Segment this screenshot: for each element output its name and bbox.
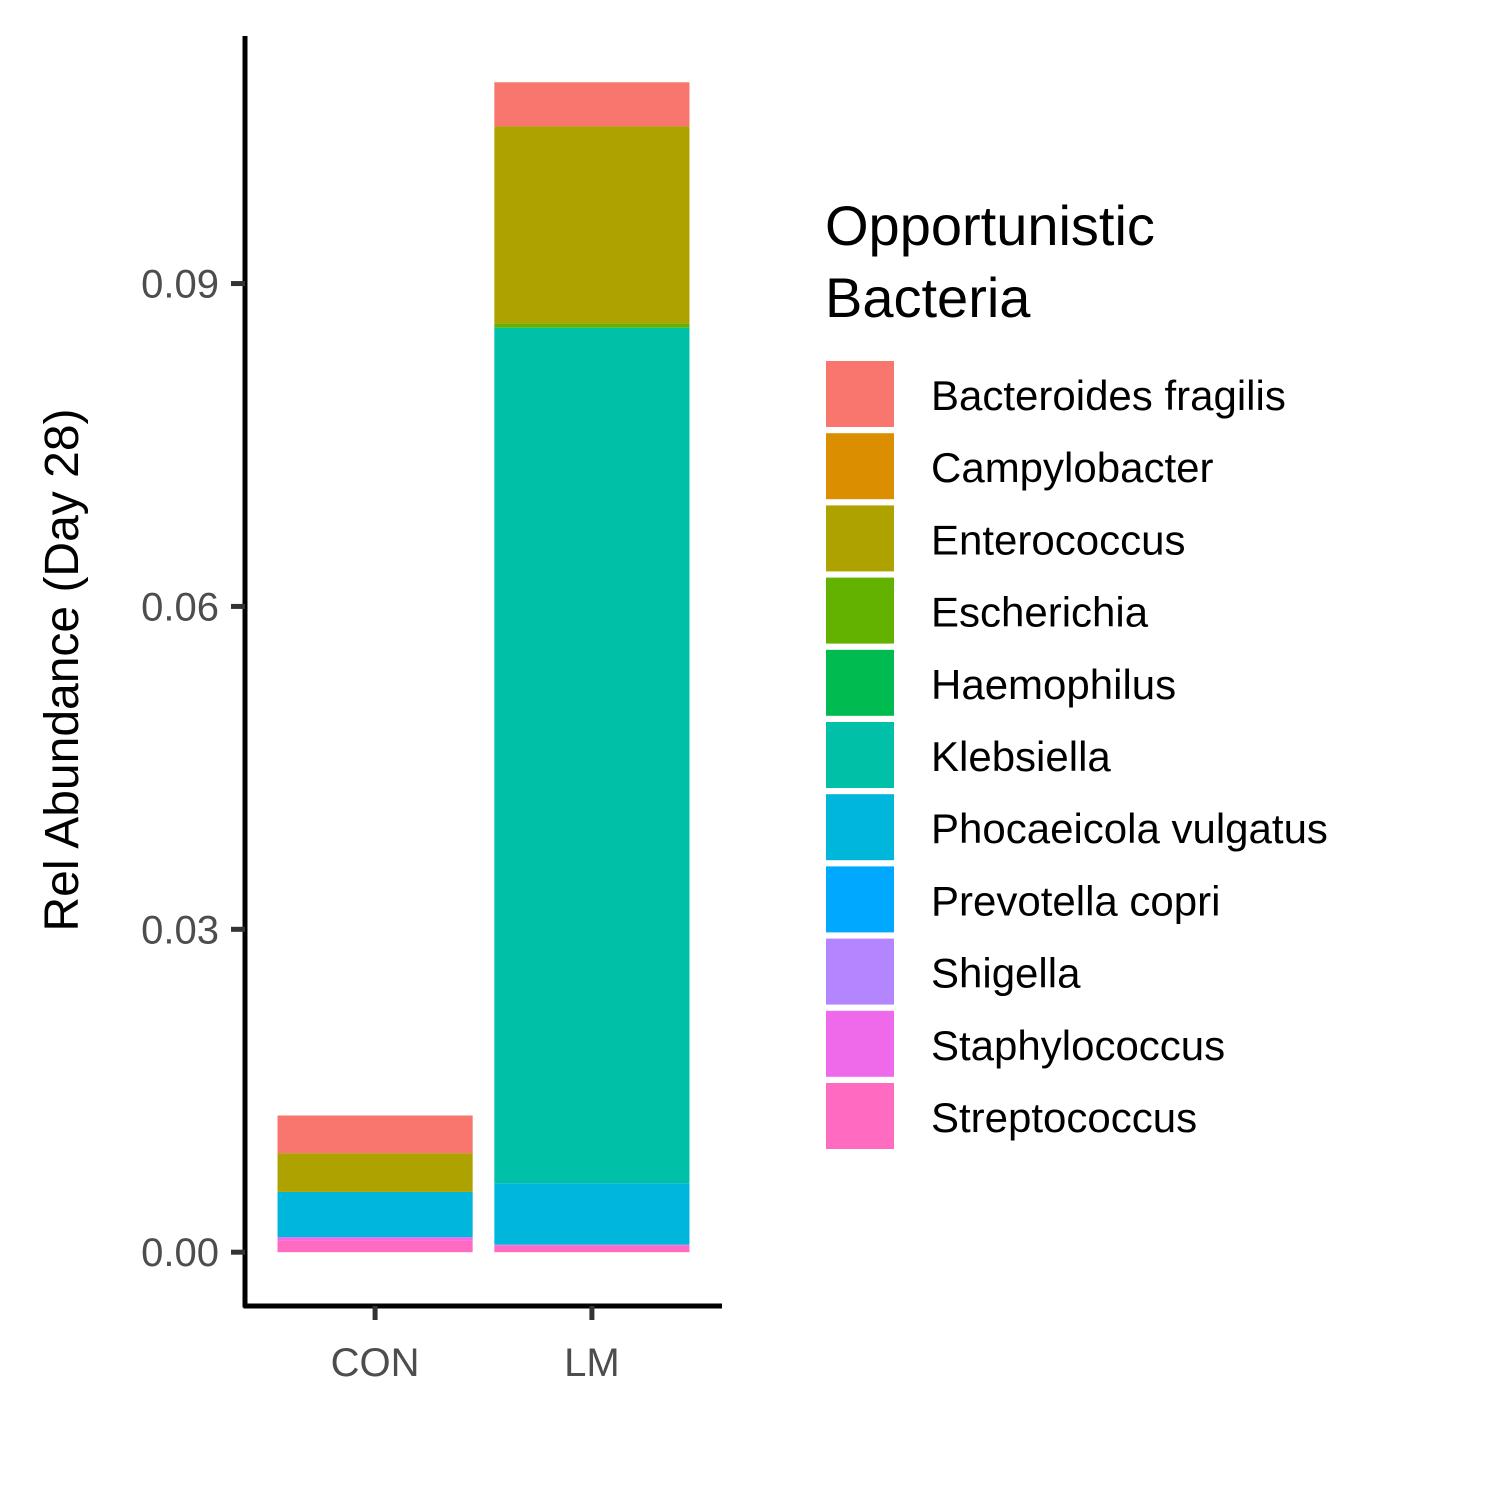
bar-lm-bacteroides-fragilis <box>494 82 690 127</box>
bar-lm-phocaeicola-vulgatus <box>494 1183 690 1245</box>
bar-lm-streptococcus <box>494 1245 690 1253</box>
bar-segments <box>277 82 690 1253</box>
legend-label-campylobacter: Campylobacter <box>931 444 1213 491</box>
legend-label-haemophilus: Haemophilus <box>931 661 1176 708</box>
bar-con-bacteroides-fragilis <box>277 1115 473 1154</box>
legend: Opportunistic Bacteria Bacteroides fragili… <box>825 194 1328 1149</box>
legend-swatch-bacteroides-fragilis <box>826 361 894 427</box>
legend-label-prevotella-copri: Prevotella copri <box>931 877 1220 924</box>
bar-con-streptococcus <box>277 1240 473 1253</box>
bar-con-staphylococcus <box>277 1237 473 1241</box>
legend-swatch-prevotella-copri <box>826 866 894 933</box>
y-axis-title: Rel Abundance (Day 28) <box>36 409 89 932</box>
legend-title: Bacteria <box>825 266 1031 329</box>
legend-swatch-haemophilus <box>826 649 894 716</box>
legend-title: Opportunistic <box>825 194 1155 257</box>
legend-label-streptococcus: Streptococcus <box>931 1094 1197 1141</box>
legend-swatch-phocaeicola-vulgatus <box>826 794 894 861</box>
bar-con-phocaeicola-vulgatus <box>277 1191 473 1238</box>
y-tick-label: 0.06 <box>141 585 219 629</box>
bar-con-enterococcus <box>277 1153 473 1192</box>
legend-swatch-shigella <box>826 938 894 1005</box>
x-tick-label-lm: LM <box>564 1341 620 1385</box>
legend-label-staphylococcus: Staphylococcus <box>931 1022 1225 1069</box>
legend-label-shigella: Shigella <box>931 950 1081 997</box>
legend-swatch-campylobacter <box>826 433 894 500</box>
legend-swatch-klebsiella <box>826 722 894 788</box>
legend-swatch-enterococcus <box>826 505 894 572</box>
legend-label-klebsiella: Klebsiella <box>931 733 1111 780</box>
legend-swatch-streptococcus <box>826 1083 894 1149</box>
legend-label-escherichia: Escherichia <box>931 589 1149 636</box>
bar-lm-escherichia <box>494 323 690 328</box>
legend-swatch-staphylococcus <box>826 1010 894 1077</box>
legend-label-bacteroides-fragilis: Bacteroides fragilis <box>931 372 1286 419</box>
y-tick-label: 0.00 <box>141 1231 219 1275</box>
axes: 0.00 0.03 0.06 0.09 CON LM <box>141 36 722 1385</box>
bar-lm-enterococcus <box>494 126 690 324</box>
legend-label-phocaeicola-vulgatus: Phocaeicola vulgatus <box>931 805 1328 852</box>
legend-swatch-escherichia <box>826 577 894 644</box>
legend-label-enterococcus: Enterococcus <box>931 516 1185 563</box>
bar-lm-klebsiella <box>494 327 690 1184</box>
y-tick-label: 0.03 <box>141 908 219 952</box>
bar-lm-staphylococcus <box>494 1244 690 1246</box>
x-tick-label-con: CON <box>331 1341 420 1385</box>
y-tick-label: 0.09 <box>141 263 219 307</box>
